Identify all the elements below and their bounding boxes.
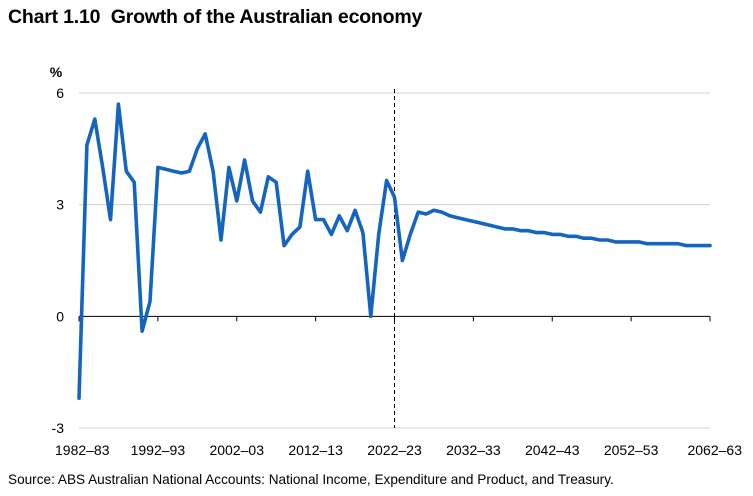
- x-tick-label: 2012–13: [288, 442, 343, 458]
- chart-title: Chart 1.10 Growth of the Australian econ…: [8, 6, 423, 28]
- x-tick-label: 2002–03: [209, 442, 264, 458]
- y-tick-label: 0: [56, 308, 64, 324]
- y-tick-label: -3: [52, 420, 65, 436]
- y-axis-ticks: 6 3 0 -3: [52, 85, 65, 436]
- x-axis-tick-labels: 1982–83 1992–93 2002–03 2012–13 2022–23 2032–…: [55, 442, 742, 458]
- y-tick-label: 6: [56, 85, 64, 101]
- series-line-gdp-growth: [77, 102, 712, 401]
- x-tick-label: 2052–53: [604, 442, 659, 458]
- x-tick-label: 2062–63: [687, 442, 742, 458]
- x-tick-label: 1982–83: [55, 442, 110, 458]
- source-note: Source: ABS Australian National Accounts…: [8, 472, 614, 487]
- y-axis-label: %: [50, 64, 63, 80]
- y-tick-label: 3: [56, 197, 64, 213]
- x-tick-label: 2022–23: [367, 442, 422, 458]
- x-tick-label: 2032–33: [446, 442, 501, 458]
- line-chart: 6 3 0 -3 % 1982–83 1992–93 2002–03 2012–13 2022…: [50, 64, 742, 458]
- x-tick-label: 1992–93: [131, 442, 186, 458]
- x-tick-label: 2042–43: [525, 442, 580, 458]
